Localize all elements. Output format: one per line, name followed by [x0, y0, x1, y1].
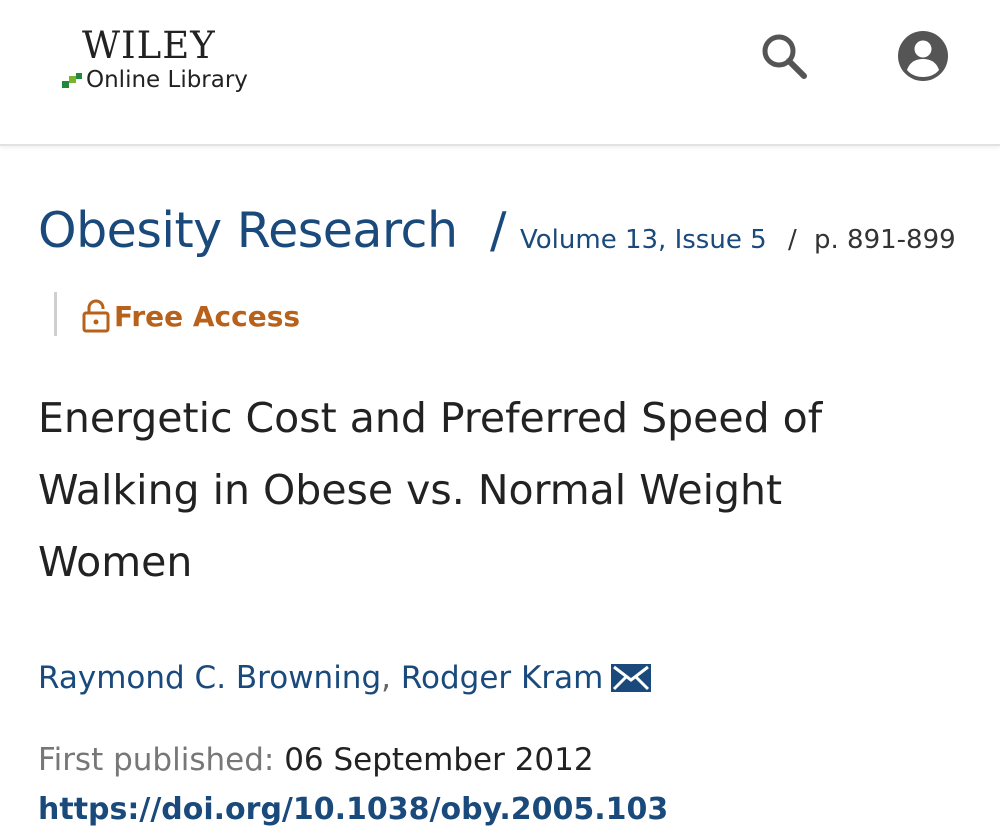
published-date: 06 September 2012	[284, 742, 594, 778]
issue-link[interactable]: Volume 13, Issue 5	[520, 225, 767, 255]
lock-open-icon	[82, 299, 110, 333]
author-separator: ,	[381, 660, 391, 696]
access-label: Free Access	[114, 299, 301, 333]
account-circle-icon	[898, 31, 948, 81]
breadcrumb: Obesity Research / Volume 13, Issue 5 / …	[38, 198, 968, 268]
article-title: Energetic Cost and Preferred Speed of Wa…	[38, 394, 823, 586]
author-link[interactable]: Rodger Kram	[400, 660, 604, 696]
logo-subtitle: Online Library	[86, 67, 248, 93]
page-range: p. 891-899	[814, 225, 956, 255]
breadcrumb-separator: /	[490, 202, 507, 259]
envelope-icon	[611, 664, 652, 692]
corresponding-author-button[interactable]	[611, 664, 652, 692]
account-button[interactable]	[895, 28, 951, 84]
access-divider	[54, 292, 57, 336]
search-button[interactable]	[756, 28, 812, 84]
breadcrumb-separator: /	[788, 225, 797, 255]
access-badge: Free Access	[82, 296, 300, 336]
doi-link[interactable]: https://doi.org/10.1038/oby.2005.103	[38, 792, 669, 827]
publication-info: First published: 06 September 2012	[38, 738, 594, 782]
wiley-online-library-logo[interactable]: WILEY Online Library	[62, 26, 282, 106]
journal-link[interactable]: Obesity Research	[38, 202, 458, 259]
logo-wordmark: WILEY	[82, 24, 216, 67]
logo-squares-icon	[62, 73, 84, 89]
site-header: WILEY Online Library	[0, 0, 1000, 146]
search-icon	[762, 34, 807, 79]
author-list: Raymond C. Browning, Rodger Kram	[38, 655, 652, 701]
published-label: First published:	[38, 742, 275, 778]
author-link[interactable]: Raymond C. Browning	[38, 660, 382, 696]
